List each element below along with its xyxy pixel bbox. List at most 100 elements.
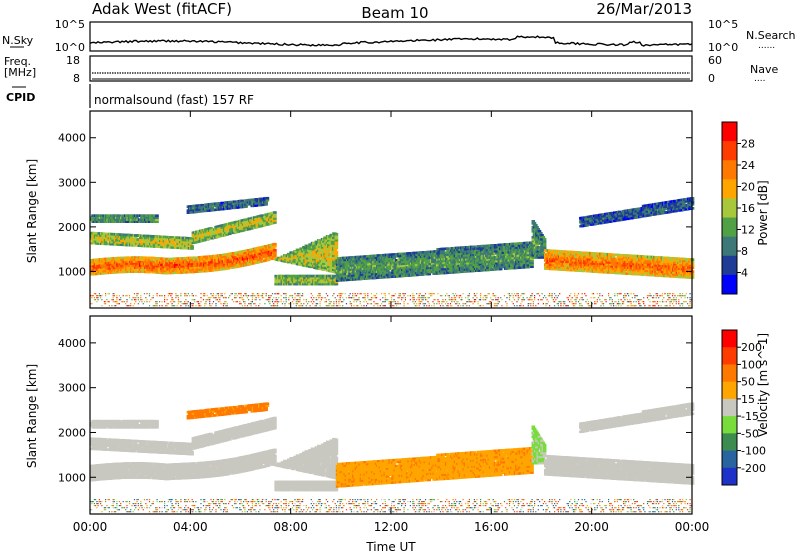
heatmap-cell bbox=[482, 262, 487, 266]
heatmap-cell bbox=[166, 263, 171, 267]
heatmap-cell bbox=[328, 305, 330, 307]
heatmap-cell bbox=[215, 299, 217, 301]
heatmap-cell bbox=[115, 305, 117, 307]
heatmap-cell bbox=[407, 303, 409, 305]
heatmap-cell bbox=[143, 238, 148, 242]
heatmap-cell bbox=[446, 305, 448, 307]
heatmap-cell bbox=[352, 297, 354, 299]
heatmap-cell bbox=[271, 299, 274, 301]
heatmap-cell bbox=[323, 248, 327, 252]
heatmap-cell bbox=[491, 299, 493, 301]
heatmap-cell bbox=[358, 297, 360, 299]
heatmap-cell bbox=[212, 293, 215, 295]
heatmap-cell bbox=[274, 305, 276, 307]
heatmap-cell bbox=[240, 297, 242, 299]
heatmap-cell bbox=[259, 248, 263, 251]
heatmap-cell bbox=[367, 293, 369, 295]
heatmap-cell bbox=[255, 299, 257, 301]
heatmap-cell bbox=[231, 293, 233, 295]
heatmap-cell bbox=[155, 301, 157, 303]
heatmap-cell bbox=[100, 268, 104, 271]
heatmap-cell bbox=[221, 232, 226, 235]
heatmap-cell bbox=[96, 301, 98, 303]
heatmap-cell bbox=[210, 305, 212, 307]
heatmap-cell bbox=[407, 266, 411, 269]
heatmap-cell bbox=[156, 303, 158, 305]
heatmap-cell bbox=[472, 263, 477, 267]
heatmap-cell bbox=[473, 257, 478, 260]
heatmap-cell bbox=[201, 233, 206, 236]
heatmap-cell bbox=[334, 256, 339, 260]
heatmap-cell bbox=[483, 295, 485, 297]
heatmap-cell bbox=[323, 260, 327, 264]
heatmap-cell bbox=[159, 305, 161, 307]
heatmap-cell bbox=[337, 267, 341, 270]
heatmap-cell bbox=[338, 269, 342, 272]
heatmap-cell bbox=[244, 303, 246, 305]
heatmap-cell bbox=[307, 276, 311, 280]
heatmap-cell bbox=[424, 299, 427, 301]
heatmap-cell bbox=[393, 305, 395, 307]
heatmap-cell bbox=[112, 295, 114, 297]
heatmap-cell bbox=[373, 305, 375, 307]
heatmap-cell bbox=[172, 299, 174, 301]
heatmap-cell bbox=[273, 252, 277, 256]
heatmap-cell bbox=[407, 272, 411, 275]
heatmap-cell bbox=[295, 299, 297, 301]
heatmap-cell bbox=[373, 301, 375, 303]
heatmap-cell bbox=[413, 297, 415, 299]
heatmap-cell bbox=[402, 297, 404, 299]
heatmap-cell bbox=[220, 303, 222, 305]
heatmap-cell bbox=[205, 299, 207, 301]
heatmap-cell bbox=[105, 267, 109, 271]
heatmap-cell bbox=[486, 295, 488, 297]
heatmap-cell bbox=[364, 297, 366, 299]
heatmap-cell bbox=[266, 212, 271, 216]
heatmap-cell bbox=[412, 295, 414, 297]
heatmap-cell bbox=[254, 303, 256, 305]
heatmap-cell bbox=[141, 301, 143, 303]
heatmap-cell bbox=[115, 239, 119, 242]
heatmap-cell bbox=[192, 295, 194, 297]
heatmap-cell bbox=[284, 303, 286, 305]
heatmap-cell bbox=[172, 301, 174, 303]
heatmap-cell bbox=[263, 215, 267, 219]
heatmap-cell bbox=[333, 305, 335, 307]
heatmap-cell bbox=[276, 280, 281, 284]
heatmap-cell bbox=[413, 295, 415, 297]
heatmap-cell bbox=[248, 303, 250, 305]
heatmap-cell bbox=[249, 250, 253, 254]
heatmap-cell bbox=[202, 295, 205, 297]
heatmap-cell bbox=[141, 268, 145, 271]
heatmap-cell bbox=[209, 297, 211, 299]
heatmap-cell bbox=[268, 297, 270, 299]
heatmap-cell bbox=[274, 301, 276, 303]
heatmap-cell bbox=[249, 303, 251, 305]
heatmap-cell bbox=[466, 305, 468, 307]
heatmap-cell bbox=[376, 264, 380, 267]
heatmap-cell bbox=[286, 278, 291, 282]
heatmap-cell bbox=[359, 293, 361, 295]
heatmap-cell bbox=[265, 293, 267, 295]
heatmap-cell bbox=[391, 271, 395, 274]
heatmap-cell bbox=[291, 297, 294, 299]
heatmap-cell bbox=[199, 305, 201, 307]
heatmap-cell bbox=[307, 253, 311, 256]
heatmap-cell bbox=[215, 295, 217, 297]
heatmap-cell bbox=[358, 261, 362, 265]
heatmap-cell bbox=[384, 301, 386, 303]
heatmap-cell bbox=[491, 254, 495, 257]
cpid-panel: CPID normalsound (fast) 157 RF bbox=[6, 84, 254, 108]
heatmap-cell bbox=[468, 305, 470, 307]
heatmap-cell bbox=[392, 253, 396, 256]
heatmap-cell bbox=[217, 301, 220, 303]
heatmap-cell bbox=[315, 282, 320, 286]
heatmap-cell bbox=[101, 299, 103, 301]
heatmap-cell bbox=[362, 297, 364, 299]
heatmap-cell bbox=[334, 280, 339, 284]
heatmap-cell bbox=[220, 201, 224, 205]
heatmap-cell bbox=[226, 230, 231, 234]
heatmap-cell bbox=[462, 303, 464, 305]
heatmap-cell bbox=[250, 258, 255, 261]
heatmap-cell bbox=[299, 301, 301, 303]
